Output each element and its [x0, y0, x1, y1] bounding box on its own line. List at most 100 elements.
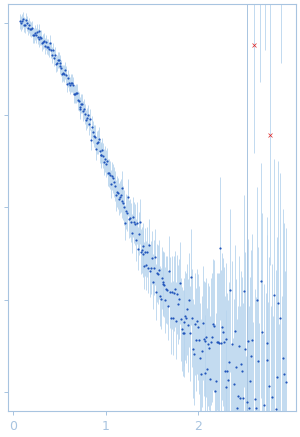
Point: [117, 193, 122, 200]
Point: [119, 184, 124, 191]
Point: [123, 219, 128, 226]
Point: [42, 38, 46, 45]
Point: [192, 351, 197, 358]
Point: [240, 394, 245, 401]
Point: [85, 114, 90, 121]
Point: [188, 329, 193, 336]
Point: [52, 52, 57, 59]
Point: [165, 287, 170, 294]
Point: [110, 173, 114, 180]
Point: [28, 25, 32, 32]
Point: [127, 216, 131, 223]
Point: [139, 246, 144, 253]
Point: [140, 243, 145, 250]
Point: [193, 321, 197, 328]
Point: [25, 20, 29, 27]
Point: [28, 26, 33, 33]
Point: [224, 384, 229, 391]
Point: [156, 266, 161, 273]
Point: [95, 139, 100, 146]
Point: [281, 371, 286, 378]
Point: [226, 376, 231, 383]
Point: [40, 40, 45, 47]
Point: [190, 315, 194, 322]
Point: [109, 180, 113, 187]
Point: [54, 60, 59, 67]
Point: [211, 321, 215, 328]
Point: [58, 62, 63, 69]
Point: [256, 434, 261, 437]
Point: [221, 338, 226, 345]
Point: [183, 312, 188, 319]
Point: [170, 289, 175, 296]
Point: [232, 381, 236, 388]
Point: [124, 208, 129, 215]
Point: [102, 159, 107, 166]
Point: [72, 90, 77, 97]
Point: [283, 379, 288, 386]
Point: [97, 147, 102, 154]
Point: [130, 230, 134, 237]
Point: [280, 355, 285, 362]
Point: [112, 179, 116, 186]
Point: [34, 28, 39, 35]
Point: [270, 394, 274, 401]
Point: [198, 371, 203, 378]
Point: [251, 426, 256, 433]
Point: [107, 169, 112, 176]
Point: [250, 337, 255, 344]
Point: [130, 214, 135, 221]
Point: [161, 281, 166, 288]
Point: [122, 204, 127, 211]
Point: [45, 43, 50, 50]
Point: [73, 90, 78, 97]
Point: [108, 172, 112, 179]
Point: [209, 338, 214, 345]
Point: [225, 368, 230, 375]
Point: [219, 323, 224, 330]
Point: [189, 273, 194, 280]
Point: [268, 131, 273, 138]
Point: [247, 405, 252, 412]
Point: [50, 47, 55, 54]
Point: [37, 28, 42, 35]
Point: [157, 292, 162, 299]
Point: [249, 352, 254, 359]
Point: [93, 145, 98, 152]
Point: [206, 341, 211, 348]
Point: [167, 268, 172, 275]
Point: [61, 69, 66, 76]
Point: [53, 60, 58, 67]
Point: [133, 221, 137, 228]
Point: [81, 108, 86, 115]
Point: [141, 250, 146, 257]
Point: [84, 117, 88, 124]
Point: [55, 56, 60, 63]
Point: [20, 18, 25, 25]
Point: [116, 195, 121, 202]
Point: [144, 262, 149, 269]
Point: [23, 22, 28, 29]
Point: [64, 71, 69, 78]
Point: [38, 34, 43, 41]
Point: [32, 29, 37, 36]
Point: [266, 427, 271, 434]
Point: [230, 340, 235, 347]
Point: [70, 80, 74, 87]
Point: [214, 377, 218, 384]
Point: [191, 345, 196, 352]
Point: [89, 123, 94, 130]
Point: [39, 34, 44, 41]
Point: [62, 70, 67, 77]
Point: [31, 32, 36, 39]
Point: [186, 322, 191, 329]
Point: [104, 160, 109, 167]
Point: [154, 270, 159, 277]
Point: [126, 194, 130, 201]
Point: [203, 338, 208, 345]
Point: [69, 79, 74, 86]
Point: [258, 277, 263, 284]
Point: [75, 97, 80, 104]
Point: [105, 158, 110, 165]
Point: [202, 370, 207, 377]
